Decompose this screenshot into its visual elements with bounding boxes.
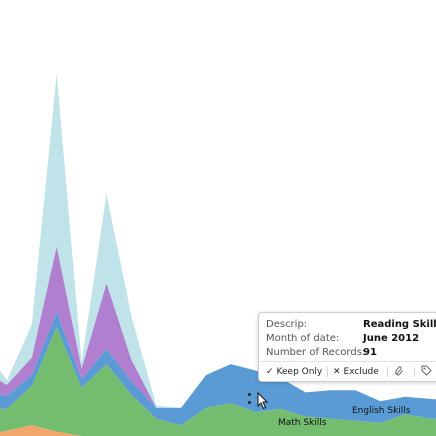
tooltip-key: Descrip: (266, 319, 308, 330)
action-separator (387, 367, 388, 377)
tag-icon[interactable] (420, 365, 432, 379)
action-separator (414, 367, 415, 377)
paperclip-icon[interactable] (393, 365, 405, 379)
tooltip: Descrip: Reading Skills Month of date: J… (258, 312, 436, 382)
keep-only-button[interactable]: ✓ Keep Only (266, 365, 322, 379)
mouse-cursor-icon (257, 392, 269, 410)
drag-handle-dots (248, 393, 252, 407)
tooltip-row-descrip: Descrip: Reading Skills (266, 318, 436, 331)
english-skills-area-label: English Skills (352, 406, 411, 416)
math-skills-area-label: Math Skills (278, 418, 327, 428)
tooltip-row-month: Month of date: June 2012 (266, 332, 419, 345)
tooltip-key: Number of Records: (266, 347, 366, 358)
tooltip-row-records: Number of Records: 91 (266, 346, 377, 359)
area-series-1[interactable] (0, 327, 436, 436)
area-series-0[interactable] (0, 425, 436, 436)
tooltip-value: Reading Skills (363, 319, 436, 330)
keep-only-label: Keep Only (276, 367, 323, 377)
tooltip-key: Month of date: (266, 333, 340, 344)
area-layers (0, 74, 436, 436)
tooltip-value: 91 (363, 347, 377, 358)
tooltip-divider (260, 361, 436, 362)
tooltip-actions: ✓ Keep Only ✕ Exclude (259, 363, 436, 381)
checkmark-icon: ✓ (266, 367, 274, 377)
exclude-button[interactable]: ✕ Exclude (333, 365, 379, 379)
action-separator (327, 367, 328, 377)
area-series-2[interactable] (0, 311, 436, 426)
tooltip-value: June 2012 (363, 333, 420, 344)
exclude-label: Exclude (343, 367, 379, 377)
x-icon: ✕ (333, 367, 341, 377)
